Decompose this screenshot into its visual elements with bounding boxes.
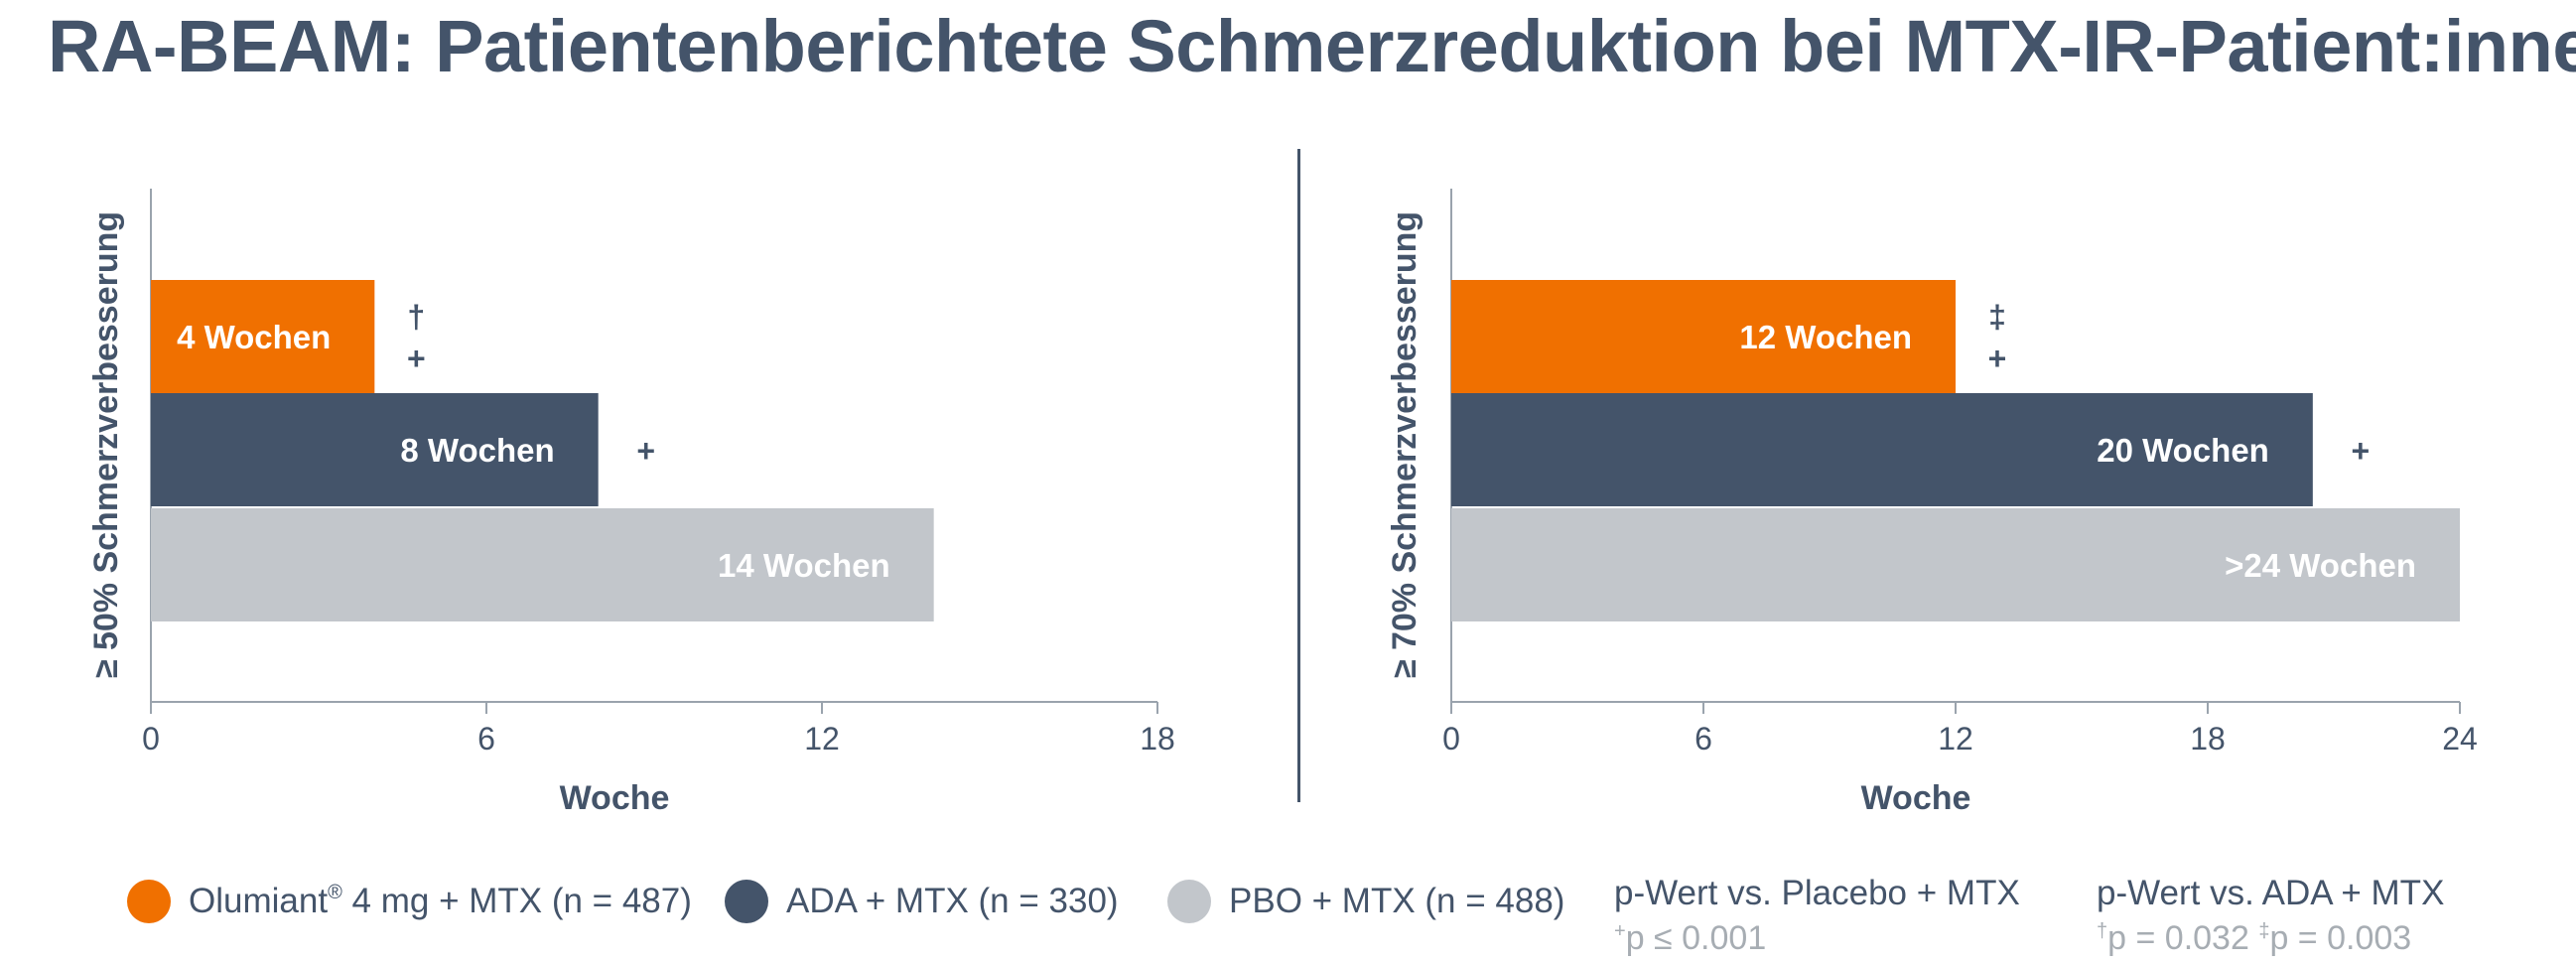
- legend-item-olumiant: Olumiant® 4 mg + MTX (n = 487): [127, 880, 692, 923]
- legend: Olumiant® 4 mg + MTX (n = 487) ADA + MTX…: [0, 874, 2576, 963]
- chart1-bar-label-2: 8 Wochen: [400, 432, 554, 469]
- legend-swatch-ada: [725, 880, 768, 923]
- legend-label-olumiant: Olumiant® 4 mg + MTX (n = 487): [189, 882, 692, 920]
- chart1-tick-label: 18: [1140, 721, 1175, 757]
- chart1-x-axis-label: Woche: [560, 779, 670, 817]
- chart2-sig-mark: +: [2351, 433, 2370, 469]
- chart2-bar-1: [1451, 280, 1956, 393]
- chart2-y-axis-label: ≥ 70% Schmerzverbesserung: [1386, 211, 1424, 678]
- chart2-bar-label-1: 12 Wochen: [1739, 319, 1912, 355]
- chart1-bar-3: [151, 508, 934, 621]
- footnote-placebo: p-Wert vs. Placebo + MTX +p ≤ 0.001: [1614, 874, 2020, 958]
- chart2-x-axis-label: Woche: [1861, 779, 1971, 817]
- chart1-bar-1: [151, 280, 375, 393]
- legend-label-ada: ADA + MTX (n = 330): [786, 882, 1119, 920]
- footnote-ada-value: †p = 0.032 ‡p = 0.003: [2097, 919, 2412, 957]
- page-title: RA-BEAM: Patientenberichtete Schmerzredu…: [48, 5, 2576, 87]
- chart2-bar-2: [1451, 393, 2313, 506]
- chart1-bar-label-1: 4 Wochen: [177, 319, 331, 355]
- chart2-tick-label: 6: [1695, 721, 1712, 757]
- legend-item-pbo: PBO + MTX (n = 488): [1167, 880, 1564, 923]
- chart1-tick-label: 0: [142, 721, 160, 757]
- chart2-bar-label-3: >24 Wochen: [2225, 547, 2416, 584]
- chart2-tick-label: 0: [1442, 721, 1460, 757]
- footnote-ada-title: p-Wert vs. ADA + MTX: [2097, 874, 2445, 912]
- chart2-sig-mark: ‡: [1988, 299, 2006, 335]
- chart1-y-axis-label: ≥ 50% Schmerzverbesserung: [87, 211, 125, 678]
- chart1-sig-mark: †: [407, 299, 425, 335]
- chart1-tick-label: 12: [804, 721, 840, 757]
- chart2-tick-label: 24: [2442, 721, 2478, 757]
- chart2-bar-label-2: 20 Wochen: [2097, 432, 2269, 469]
- footnote-ada: p-Wert vs. ADA + MTX †p = 0.032 ‡p = 0.0…: [2097, 874, 2444, 958]
- chart1-bar-2: [151, 393, 599, 506]
- chart1-bar-label-3: 14 Wochen: [718, 547, 890, 584]
- chart-divider: [1297, 149, 1300, 802]
- charts-canvas: 0 6 12 18 Woche ≥ 50% Schmerzverbesserung 4 Wo…: [87, 189, 2478, 817]
- legend-swatch-pbo: [1167, 880, 1211, 923]
- chart2-bar-3: [1451, 508, 2460, 621]
- legend-item-ada: ADA + MTX (n = 330): [725, 880, 1119, 923]
- chart2-sig-mark: +: [1988, 341, 2007, 376]
- footnote-placebo-title: p-Wert vs. Placebo + MTX: [1614, 874, 2020, 912]
- chart2-tick-label: 12: [1938, 721, 1973, 757]
- footnote-placebo-value: +p ≤ 0.001: [1614, 919, 1767, 957]
- chart1-sig-mark: +: [407, 341, 426, 376]
- chart1-sig-mark: +: [636, 433, 655, 469]
- chart2-tick-label: 18: [2190, 721, 2226, 757]
- legend-swatch-olumiant: [127, 880, 171, 923]
- legend-label-pbo: PBO + MTX (n = 488): [1229, 882, 1565, 920]
- chart1-tick-label: 6: [477, 721, 495, 757]
